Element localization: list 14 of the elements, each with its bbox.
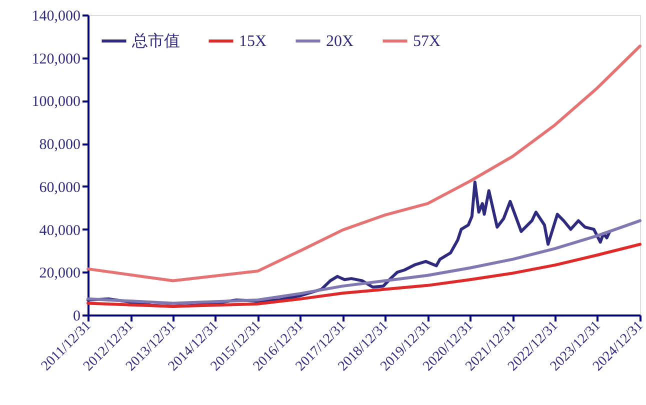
y-tick-label: 60,000	[39, 180, 80, 196]
y-tick-label: 80,000	[39, 137, 80, 154]
y-tick-label: 20,000	[39, 266, 80, 282]
line-series	[86, 219, 642, 305]
y-tick-label: 140,000	[32, 8, 80, 24]
line-series	[86, 242, 642, 308]
y-tick-label: 0	[73, 308, 80, 324]
legend-label: 57X	[413, 33, 441, 50]
y-tick-label: 100,000	[32, 94, 80, 110]
legend-label: 15X	[239, 33, 267, 50]
y-tick-label: 40,000	[39, 222, 80, 239]
legend-label: 20X	[326, 33, 354, 50]
y-tick-label: 120,000	[32, 51, 80, 68]
legend-label: 总市值	[131, 32, 180, 50]
